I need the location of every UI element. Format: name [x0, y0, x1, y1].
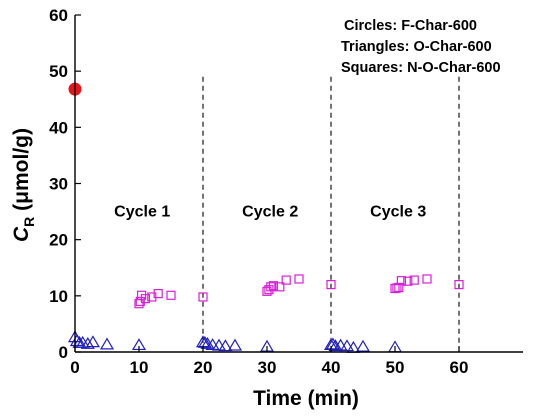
cycle-label: Cycle 2	[242, 204, 298, 221]
triangle-point	[218, 339, 233, 352]
square-point	[409, 275, 419, 285]
triangle-point	[69, 334, 84, 347]
series-note: Squares: N-O-Char-600	[341, 60, 501, 76]
square-point	[294, 274, 304, 284]
y-tick-label: 50	[49, 62, 68, 81]
square-point	[266, 282, 276, 292]
x-tick-label: 60	[450, 358, 469, 377]
series-note: Circles: F-Char-600	[344, 18, 477, 34]
y-tick-label: 40	[49, 118, 68, 137]
square-point	[275, 282, 285, 292]
y-axis-title-main: C	[10, 226, 33, 242]
cycle-label: Cycle 1	[114, 204, 170, 221]
x-axis-title: Time (min)	[253, 387, 359, 410]
triangle-point	[99, 337, 115, 350]
x-tick-label: 30	[258, 358, 277, 377]
x-tick-label: 10	[130, 358, 149, 377]
square-point	[140, 294, 150, 304]
square-point	[394, 282, 404, 293]
y-axis-title-unit: (μmol/g)	[10, 128, 33, 217]
x-tick-label: 0	[70, 358, 79, 377]
cycle-labels: Cycle 1 Cycle 2 Cycle 3	[114, 204, 426, 221]
square-point	[166, 290, 176, 300]
triangle-point	[227, 338, 243, 351]
y-tick-label: 0	[59, 343, 68, 362]
square-point	[135, 296, 145, 307]
triangle-point	[355, 339, 371, 352]
triangle-point	[333, 338, 348, 351]
y-tick-label: 20	[49, 231, 68, 250]
y-axis-title-sub: R	[21, 217, 37, 227]
y-axis-title: CR (μmol/g)	[10, 128, 37, 242]
square-point	[153, 288, 163, 299]
cycle-label: Cycle 3	[370, 204, 426, 221]
series-note: Triangles: O-Char-600	[341, 39, 492, 55]
square-point	[396, 276, 406, 286]
triangle-point	[205, 338, 220, 351]
x-tick-label: 40	[322, 358, 341, 377]
y-tick-label: 60	[49, 6, 68, 25]
triangle-point	[211, 338, 227, 351]
y-tick-label: 30	[49, 175, 68, 194]
square-point	[147, 292, 157, 302]
x-tick-label: 20	[194, 358, 213, 377]
square-point	[268, 281, 278, 291]
cycle-boundaries	[202, 76, 460, 352]
triangle-point	[339, 339, 355, 352]
triangle-point	[80, 336, 95, 349]
y-tick-label: 10	[49, 287, 68, 306]
ticks: 0 10 20 30 40 50 60 0 10 20 30 40 50 60	[49, 6, 468, 377]
square-point	[422, 274, 432, 284]
series-notes: Circles: F-Char-600 Triangles: O-Char-600…	[341, 18, 501, 76]
square-point	[281, 275, 291, 285]
square-point	[198, 292, 208, 302]
triangle-point	[85, 335, 100, 348]
triangle-point	[325, 337, 340, 350]
square-point	[403, 276, 413, 286]
axis-labels: Time (min) CR (μmol/g)	[10, 128, 359, 410]
square-point	[326, 280, 336, 290]
square-point	[454, 280, 464, 290]
triangle-point	[197, 335, 212, 348]
x-tick-label: 50	[386, 358, 405, 377]
